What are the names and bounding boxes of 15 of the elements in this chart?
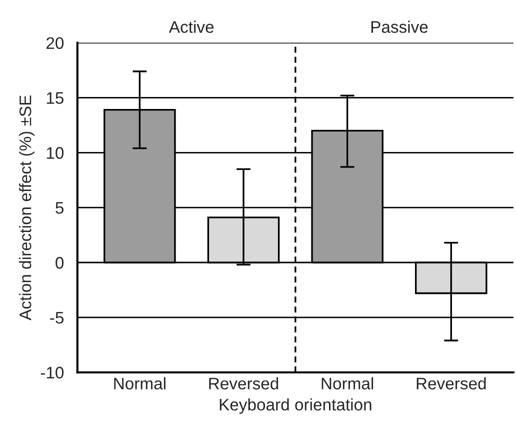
x-tick-label: Normal [114, 377, 166, 390]
x-axis-title: Keyboard orientation [220, 398, 372, 414]
y-tick-label: -5 [50, 312, 64, 324]
x-tick-label: Normal [322, 377, 374, 390]
y-tick-label: 5 [56, 202, 64, 214]
text: Active [168, 20, 214, 33]
y-tick-label: 0 [56, 256, 64, 269]
text: Passive [371, 20, 428, 33]
y-tick-label: 10 [46, 147, 64, 159]
y-axis-title: Action direction effect (%) ±SE [19, 95, 35, 320]
y-tick-label: 15 [46, 92, 64, 104]
x-tick-label: Reversed [209, 377, 278, 390]
x-tick-label: Reversed [416, 377, 486, 390]
y-tick-label: 20 [46, 37, 64, 50]
y-tick-label: -10 [40, 366, 64, 379]
